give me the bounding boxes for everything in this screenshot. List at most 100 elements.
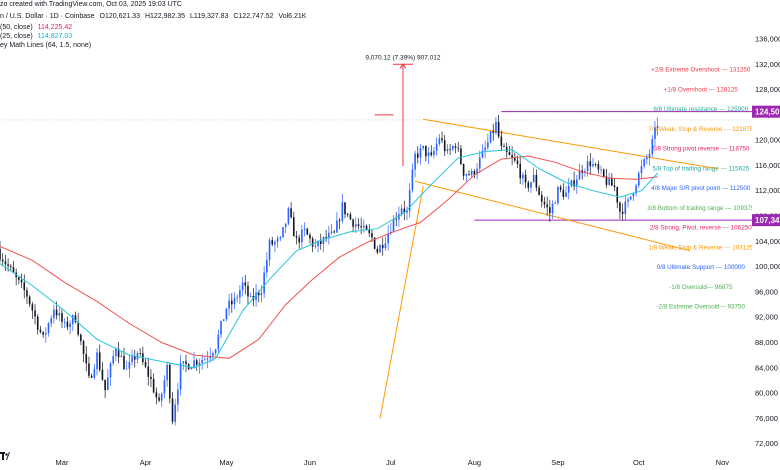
candle-body — [600, 169, 602, 171]
candle-body — [322, 237, 325, 244]
candle-body — [422, 145, 424, 149]
time-tick-label: Sep — [551, 458, 564, 467]
candle-body — [438, 138, 441, 144]
candle-body — [430, 152, 433, 155]
ma50-legend[interactable]: (50, close) 114,225.42 — [0, 24, 75, 32]
candle-body — [160, 393, 163, 401]
candle-body — [144, 361, 147, 367]
candle-body — [543, 201, 546, 205]
candle-body — [654, 127, 656, 139]
candle-body — [578, 170, 581, 180]
candle-body — [551, 203, 554, 214]
price-label-tag — [752, 105, 780, 118]
candle-body — [602, 169, 605, 177]
candle-body — [594, 164, 597, 165]
candle-body — [61, 313, 63, 322]
price-tick-label: 96,000 — [755, 287, 778, 296]
time-tick-label: Mar — [56, 458, 69, 467]
candle-body — [104, 379, 106, 391]
murrey-math-lines: +2/8 Extreme Overshoot --- 131250 +1/8 Ov… — [647, 67, 755, 311]
candle-body — [573, 180, 575, 187]
published-line: zo created with TradingView.com, Oct 03,… — [0, 1, 185, 9]
ma25-label: (25, close) — [0, 33, 33, 40]
candle-body — [309, 234, 311, 239]
candle-body — [230, 300, 233, 305]
candle-body — [425, 145, 427, 157]
candle-body — [279, 237, 282, 239]
candle-body — [403, 208, 406, 213]
tradingview-logo[interactable] — [0, 450, 12, 462]
candle-body — [1, 259, 4, 262]
tradingview-logo-icon — [0, 452, 10, 460]
candle-body — [398, 214, 400, 220]
ma50-line — [0, 155, 658, 359]
candle-body — [478, 157, 481, 169]
candle-body — [93, 369, 96, 378]
murrey-level-label: +2/8 Extreme Overshoot --- 131250 — [651, 67, 751, 74]
candle-body — [155, 392, 158, 398]
candle-body — [271, 240, 274, 245]
time-tick-label: Apr — [140, 458, 152, 467]
candle-body — [519, 163, 522, 179]
candle-body — [63, 321, 66, 323]
candle-body — [123, 355, 125, 370]
candle-body — [34, 310, 36, 317]
candle-body — [465, 174, 468, 176]
candle-body — [535, 174, 538, 188]
candle-body — [244, 282, 247, 286]
candle-body — [222, 319, 225, 322]
candle-body — [115, 348, 117, 356]
candle-body — [228, 300, 230, 309]
candle-body — [71, 315, 74, 324]
price-tick-label: 88,000 — [755, 338, 778, 347]
candle-body — [330, 231, 333, 233]
ma25-legend[interactable]: (25, close) 114,827.03 — [0, 33, 75, 41]
ohlc-open: O120,621.33 — [99, 13, 140, 20]
candle-body — [473, 171, 476, 175]
candle-body — [263, 272, 265, 294]
time-tick-label: Jul — [386, 458, 396, 467]
price-tick-label: 72,000 — [755, 439, 778, 448]
candle-body — [570, 180, 573, 186]
candle-body — [619, 202, 621, 212]
candle-body — [384, 243, 387, 249]
candle-body — [589, 161, 592, 167]
candle-body — [441, 138, 443, 141]
candle-body — [266, 259, 268, 273]
candle-body — [82, 340, 85, 355]
candle-body — [241, 282, 244, 291]
candle-body — [497, 121, 500, 137]
candle-body — [562, 189, 565, 197]
candle-body — [452, 146, 454, 150]
candle-body — [12, 267, 15, 273]
candle-body — [217, 334, 220, 350]
ohlc-close: C122,747.52 — [233, 13, 274, 20]
candle-body — [298, 237, 300, 243]
murrey-legend[interactable]: ey Math Lines (64, 1.5, none) — [0, 42, 94, 50]
candle-body — [635, 185, 637, 194]
candle-body — [532, 174, 535, 183]
candle-body — [481, 150, 484, 158]
murrey-level-label: -2/8 Extreme Oversold--- 93750 — [657, 304, 746, 311]
murrey-level-label: 4/8 Major S/R pivot point --- 112500 — [651, 185, 751, 192]
candle-body — [651, 138, 654, 154]
candle-body — [624, 201, 627, 214]
candle-body — [204, 359, 206, 361]
candle-body — [166, 364, 168, 381]
candle-body — [185, 361, 187, 365]
candle-body — [328, 232, 330, 239]
candle-body — [341, 202, 344, 221]
candle-body — [225, 308, 228, 320]
candle-body — [476, 168, 478, 175]
candle-body — [88, 363, 90, 376]
candle-body — [449, 149, 451, 150]
ohlc-high: H122,982.35 — [144, 13, 186, 20]
candle-body — [640, 166, 643, 174]
candle-body — [354, 224, 357, 227]
time-tick-label: Nov — [716, 458, 730, 467]
candle-body — [352, 219, 354, 227]
candle-body — [524, 174, 527, 183]
candle-body — [290, 208, 292, 218]
candle-body — [360, 226, 362, 228]
